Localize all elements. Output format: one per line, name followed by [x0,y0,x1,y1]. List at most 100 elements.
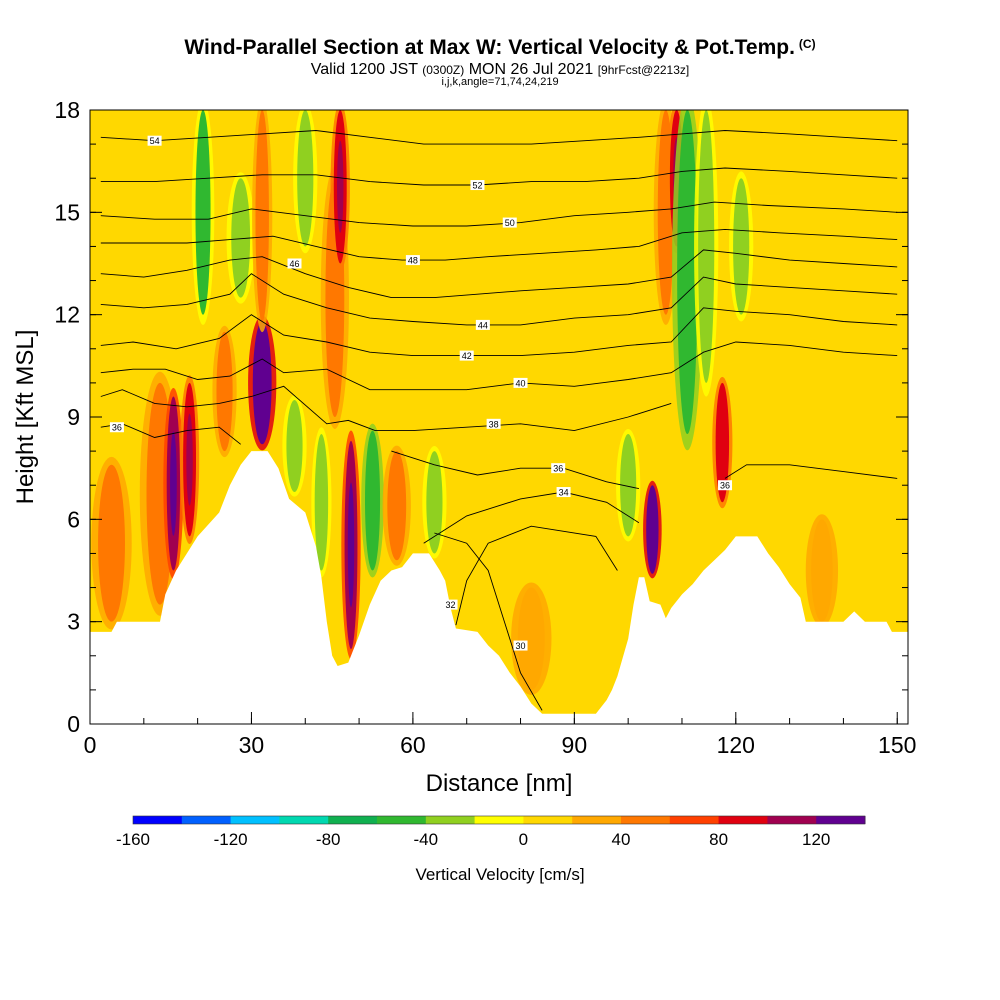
contour-label: 38 [489,419,499,429]
colorbar-swatch [816,816,866,824]
x-tick-label: 120 [717,732,755,758]
velocity-cell [715,382,730,503]
contour-label-bg [147,135,162,146]
colorbar-swatch [377,816,427,824]
velocity-cell [314,434,329,571]
contour-label-bg [470,180,485,191]
chart-subtitle: Valid 1200 JST (0300Z) MON 26 Jul 2021 [… [0,61,1000,79]
x-tick-label: 30 [239,732,265,758]
colorbar-swatch [523,816,573,824]
contour-label: 48 [408,256,418,266]
theta-contour [724,464,898,479]
colorbar-tick-label: 40 [612,830,631,849]
velocity-cell [811,519,833,622]
contour-label: 36 [553,464,563,474]
y-tick-label: 18 [54,97,80,123]
theta-contour [434,532,543,711]
colorbar-swatch [621,816,671,824]
contour-label-bg [556,487,571,498]
contour-label: 46 [289,259,299,269]
theta-contour [100,228,898,261]
velocity-core [186,413,193,506]
contour-label-bg [486,418,501,429]
y-tick-label: 3 [67,609,80,635]
plot-area: 30 32 34 36 36 36 38 40 42 44 46 48 50 52 54 [90,110,908,724]
contour-label: 44 [478,320,488,330]
colorbar-swatch [425,816,476,824]
section-params: i,j,k,angle=71,74,24,219 [441,76,559,88]
colorbar-tick-label: -120 [214,830,248,849]
x-axis-label: Distance [nm] [426,770,573,797]
contour-label-bg [405,255,420,266]
colorbar-swatch [669,816,720,824]
y-tick-label: 15 [54,199,80,225]
velocity-cell [364,430,381,571]
contour-label: 30 [516,641,526,651]
contour-label-bg [475,319,490,330]
x-tick-label: 90 [562,732,588,758]
colorbar-label: Vertical Velocity [cm/s] [415,865,584,884]
colorbar-swatch [279,816,329,824]
y-tick-label: 0 [67,711,80,737]
theta-contour [100,167,898,186]
colorbar: -160 -120 -80 -40 0 40 80 120 Vertical Velocity … [116,815,866,884]
velocity-cell [98,464,125,622]
contour-label-bg [287,258,302,269]
colorbar-swatch [572,816,622,824]
contour-label-bg [513,640,528,651]
velocity-cell [517,587,545,690]
x-tick-label: 150 [878,732,916,758]
colorbar-swatch [133,816,183,824]
contour-label: 36 [112,423,122,433]
contour-label: 32 [446,600,456,610]
theta-contour [100,273,898,326]
x-tick-label: 60 [400,732,426,758]
theta-contour [100,201,898,227]
y-tick-label: 6 [67,506,80,532]
velocity-cell [231,178,251,298]
velocity-core [347,482,355,608]
valid-time: Valid 1200 JST [310,61,418,78]
colorbar-frame [132,815,866,825]
chart-title-units: (C) [798,37,816,51]
colorbar-tick-label: 80 [709,830,728,849]
velocity-cell [255,110,269,322]
chart-title-text: Wind-Parallel Section at Max W: Vertical… [184,36,795,59]
terrain-mask [90,451,908,724]
colorbar-swatch [474,816,524,824]
colorbar-swatch [230,816,280,824]
contour-label: 54 [150,136,160,146]
contour-label: 42 [462,351,472,361]
contour-label: 36 [720,481,730,491]
y-axis-label: Height [Kft MSL] [12,330,39,505]
contour-label-bg [513,377,528,388]
velocity-cell [297,110,314,247]
contour-label-bg [502,217,517,228]
chart-title: Wind-Parallel Section at Max W: Vertical… [0,36,1000,60]
forecast-info: [9hrFcst@2213z] [597,63,690,77]
velocity-cell [426,451,443,554]
contour-label: 52 [472,181,482,191]
valid-date: MON 26 Jul 2021 [468,61,594,78]
colorbar-swatch [181,816,232,824]
contour-label: 40 [516,378,526,388]
theta-contour [100,249,898,299]
colorbar-tick-label: 120 [802,830,830,849]
theta-contour [391,450,639,490]
theta-contour [100,130,898,145]
colorbar-tick-label: -40 [414,830,439,849]
velocity-cell [216,331,233,452]
velocity-core [649,502,656,557]
velocity-cell [698,110,715,383]
colorbar-swatch [718,816,768,824]
colorbar-tick-label: -80 [316,830,341,849]
velocity-cell [286,399,303,493]
contour-label-bg [109,422,124,433]
velocity-cell [733,178,750,315]
theta-contour [455,525,618,626]
velocity-cell [195,110,211,315]
velocity-core [170,431,177,536]
colorbar-swatch [767,816,817,824]
